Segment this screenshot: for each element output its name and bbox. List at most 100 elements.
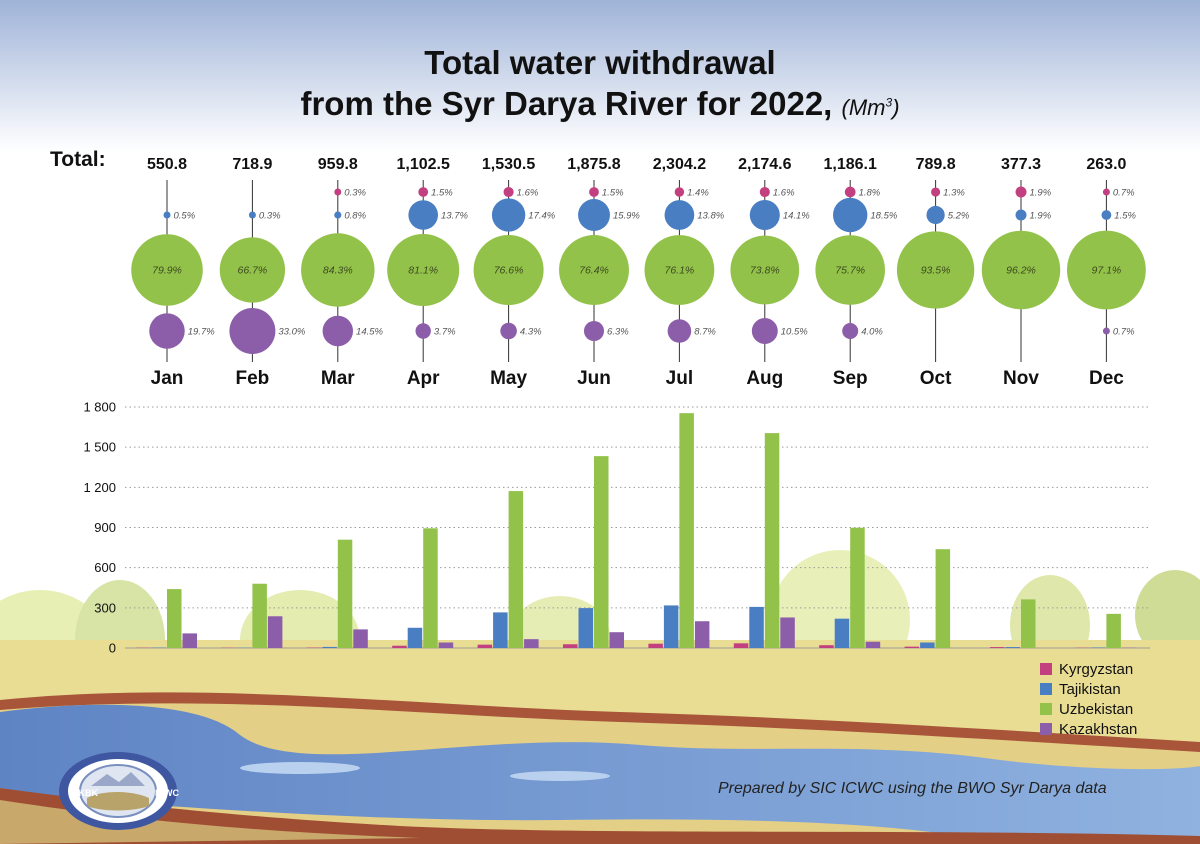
share-label: 18.5% [870,211,897,222]
share-bubble-tajikistan [248,211,256,219]
bar-tajikistan [1005,647,1020,648]
share-label: 93.5% [921,265,951,277]
bar-kazakhstan [438,642,454,648]
chart-title-line1: Total water withdrawal [424,44,776,81]
share-label: 15.9% [613,211,640,222]
share-label: 10.5% [781,327,808,338]
share-label: 0.8% [344,211,366,222]
y-tick-label: 1 500 [83,440,116,455]
share-label: 14.5% [356,327,383,338]
share-bubble-kyrgyzstan [1102,188,1110,196]
month-total: 1,102.5 [397,156,450,173]
chart-title-unit: (Mm3) [841,95,900,120]
month-total: 1,875.8 [567,156,620,173]
month-label: Mar [321,368,355,389]
legend-swatch-tajikistan [1040,683,1052,695]
month-label: Apr [407,368,440,389]
share-bubble-tajikistan [578,199,610,231]
month-total: 1,186.1 [824,156,877,173]
bar-uzbekistan [594,456,609,648]
bar-tajikistan [578,608,593,648]
month-label: Dec [1089,368,1124,389]
share-bubble-kazakhstan [322,315,354,347]
month-label: May [490,368,527,389]
share-bubble-uzbekistan [981,230,1061,310]
y-tick-label: 900 [94,520,116,535]
share-bubble-tajikistan [334,211,342,219]
share-label: 6.3% [607,327,629,338]
month-total: 550.8 [147,156,187,173]
share-bubble-kazakhstan [751,318,778,344]
month-total: 2,174.6 [738,156,791,173]
legend-label: Kazakhstan [1059,720,1138,738]
share-bubble-kyrgyzstan [759,186,770,198]
legend-label: Tajikistan [1059,680,1121,698]
month-total: 718.9 [232,156,272,173]
y-tick-label: 0 [109,641,116,656]
month-total: 789.8 [916,156,956,173]
bar-uzbekistan [935,549,951,648]
bar-uzbekistan [1021,599,1036,648]
legend-label: Uzbekistan [1059,700,1134,718]
share-bubble-kyrgyzstan [844,186,856,198]
share-bubble-uzbekistan [1066,230,1146,310]
month-label: Jul [666,368,693,389]
share-bubble-kyrgyzstan [1015,186,1027,198]
bar-tajikistan [407,627,423,648]
month-label: Aug [746,368,783,389]
share-bubble-uzbekistan [896,231,975,309]
share-bubble-tajikistan [749,199,780,231]
share-label: 97.1% [1092,265,1122,277]
share-bubble-kazakhstan [149,313,185,349]
share-label: 0.7% [1113,188,1135,199]
month-label: Jan [151,368,184,389]
share-bubble-uzbekistan [301,233,375,307]
share-label: 1.6% [773,188,795,199]
legend-item-tajikistan: Tajikistan [1040,679,1137,699]
share-bubble-kyrgyzstan [589,187,599,197]
month-label: Jun [577,368,611,389]
share-label: 1.5% [431,188,453,199]
bar-uzbekistan [764,433,780,648]
share-label: 19.7% [188,327,215,338]
share-label: 96.2% [1006,265,1036,277]
bar-uzbekistan [423,528,438,648]
share-label: 1.5% [1114,211,1136,222]
share-bubble-tajikistan [491,198,526,232]
share-bubble-uzbekistan [644,235,715,305]
bar-tajikistan [920,642,935,648]
share-label: 0.5% [174,211,196,222]
share-label: 0.3% [259,211,281,222]
y-tick-label: 1 200 [83,480,116,495]
bar-kazakhstan [353,629,368,648]
bar-uzbekistan [508,491,524,648]
bar-kyrgyzstan [392,645,407,648]
legend-label: Kyrgyzstan [1059,660,1134,678]
bar-kyrgyzstan [733,643,749,648]
share-label: 0.7% [1113,327,1135,338]
share-label: 1.3% [943,188,965,199]
bar-tajikistan [1090,647,1106,648]
share-bubble-uzbekistan [730,235,800,305]
share-bubble-tajikistan [408,200,439,230]
share-bubble-uzbekistan [387,233,460,307]
share-label: 1.4% [687,188,709,199]
bar-tajikistan [834,618,850,648]
month-total: 263.0 [1086,156,1126,173]
y-tick-label: 600 [94,560,116,575]
bar-uzbekistan [679,413,694,648]
bar-kazakhstan [609,632,624,648]
share-bubble-kazakhstan [415,323,431,339]
share-label: 84.3% [323,265,353,277]
bar-uzbekistan [1106,613,1121,648]
legend-swatch-uzbekistan [1040,703,1052,715]
share-label: 76.6% [494,265,524,277]
share-bubble-kyrgyzstan [503,186,514,198]
bar-kyrgyzstan [819,645,834,648]
bar-tajikistan [493,612,508,648]
legend-item-kazakhstan: Kazakhstan [1040,719,1137,739]
share-label: 8.7% [694,327,716,338]
month-total: 959.8 [318,156,358,173]
